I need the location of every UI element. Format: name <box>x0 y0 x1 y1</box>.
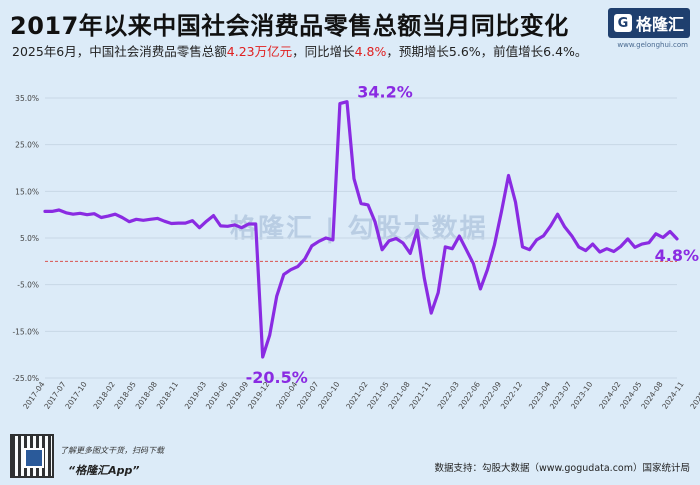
y-tick-label: 25.0% <box>15 141 39 150</box>
x-tick-label: 2024-11 <box>660 380 685 411</box>
watermark: 格隆汇 | 勾股大数据 <box>230 214 488 244</box>
y-tick-label: -25.0% <box>12 374 39 383</box>
brand-logo-name: 格隆汇 <box>635 15 684 34</box>
y-tick-label: -5.0% <box>17 281 39 290</box>
qr-code[interactable] <box>10 434 54 478</box>
subtitle-text-2: ，同比增长 <box>292 44 355 59</box>
y-axis-ticks: 35.0% 25.0% 15.0% 5.0% -5.0% -15.0% -25.0% <box>12 94 39 383</box>
brand-url: www.gelonghui.com <box>617 41 688 49</box>
x-tick-label: 2023-10 <box>569 380 594 411</box>
chart-annotations: 34.2% -20.5% 4.8% <box>246 83 699 387</box>
page-subtitle: 2025年6月，中国社会消费品零售总额4.23万亿元，同比增长4.8%，预期增长… <box>12 41 587 60</box>
brand-logo: G 格隆汇 <box>608 8 690 38</box>
footer-promo: 了解更多图文干货，扫码下载 <box>60 446 164 455</box>
qr-code-image <box>10 434 54 478</box>
series-line <box>43 100 679 359</box>
x-tick-label: 2017-10 <box>63 380 88 411</box>
chart-series <box>43 100 679 359</box>
x-tick-label: 2021-11 <box>408 380 433 411</box>
subtitle-text-1: 2025年6月，中国社会消费品零售总额 <box>12 44 227 59</box>
y-tick-label: 5.0% <box>20 234 39 243</box>
data-label: 34.2% <box>357 83 413 102</box>
chart-grid <box>45 97 677 379</box>
page-title: 2017年以来中国社会消费品零售总额当月同比变化 <box>10 12 569 40</box>
x-tick-label: 2025-03 <box>688 380 700 411</box>
x-tick-label: 2018-11 <box>155 380 180 411</box>
subtitle-growth-value: 4.8% <box>354 44 387 59</box>
subtitle-total-value: 4.23万亿元 <box>226 44 293 59</box>
data-label: -20.5% <box>246 368 308 387</box>
y-tick-label: 15.0% <box>15 187 39 196</box>
x-tick-label: 2022-12 <box>499 380 524 411</box>
subtitle-text-3: ，预期增长5.6%，前值增长6.4%。 <box>386 44 588 59</box>
data-label: 4.8% <box>655 246 699 265</box>
y-tick-label: -15.0% <box>12 327 39 336</box>
y-tick-label: 35.0% <box>15 94 39 103</box>
x-tick-label: 2020-10 <box>316 380 341 411</box>
qr-code-logo <box>24 448 44 468</box>
data-source: 数据支持：勾股大数据（www.gogudata.com）国家统计局 <box>434 463 690 474</box>
footer-app-name: “格隆汇App” <box>68 464 140 477</box>
brand-logo-mark: G <box>613 14 632 32</box>
